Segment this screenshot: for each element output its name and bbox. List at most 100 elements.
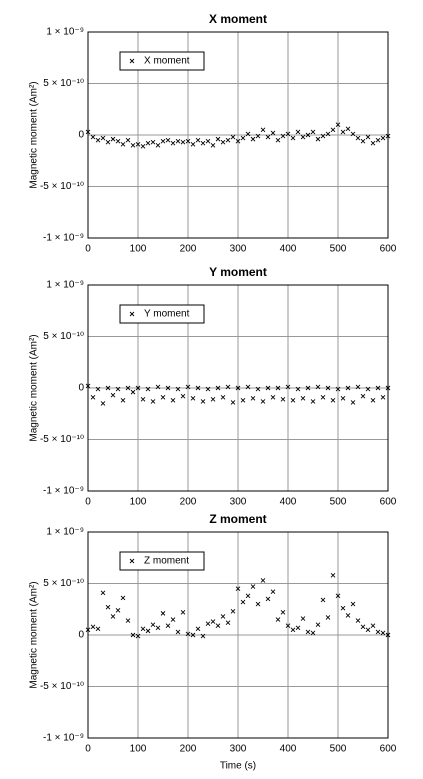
marker-stroke [105,385,111,391]
marker-stroke [340,605,346,611]
data-point [245,593,251,599]
data-point [315,622,321,628]
data-point [245,131,251,137]
data-point [310,129,316,135]
data-point [305,629,311,635]
data-point [280,397,286,402]
data-point [90,394,96,400]
marker-stroke [225,384,231,390]
data-point [120,141,126,147]
data-point [250,136,256,142]
y-tick-label: -1 × 10⁻⁹ [43,233,84,244]
data-point [230,608,236,614]
marker-stroke [240,599,246,605]
marker-stroke [150,622,156,628]
y-tick-label: -1 × 10⁻⁹ [43,486,84,497]
data-point [90,624,96,630]
marker-stroke [95,137,101,143]
marker-stroke [200,633,206,639]
data-point [375,137,381,143]
data-point [85,383,91,389]
marker-stroke [375,629,381,635]
marker-stroke [305,132,311,138]
data-point [125,618,131,623]
data-point [270,589,276,595]
data-point [260,399,266,404]
marker-stroke [315,384,321,390]
marker-stroke [285,384,291,390]
data-point [210,142,216,148]
marker-stroke [175,386,181,392]
data-point [215,385,221,391]
marker-stroke [360,393,366,399]
data-point [195,137,201,143]
marker-stroke [330,127,336,133]
data-point [150,399,156,404]
marker-stroke [360,138,366,144]
marker-stroke [105,139,111,145]
x-tick-label: 200 [180,744,197,755]
x-tick-label: 100 [130,497,147,508]
data-point [290,398,296,403]
data-point [285,384,291,390]
marker-stroke [215,136,221,142]
legend: Z moment [119,551,205,571]
data-point [180,139,186,145]
marker-stroke [260,578,266,583]
marker-stroke [315,622,321,628]
marker-stroke [365,627,371,633]
marker-stroke [120,141,126,147]
marker-stroke [300,616,306,621]
marker-stroke [115,386,121,392]
marker-stroke [220,394,226,400]
data-point [180,610,186,615]
data-point [305,132,311,138]
x-tick-label: 0 [85,744,91,755]
data-point [330,398,336,403]
data-point [155,142,161,148]
marker-stroke [165,137,171,143]
data-point [315,384,321,390]
data-point [380,394,386,400]
legend-box [119,304,205,324]
y-tick-label: 5 × 10⁻¹⁰ [43,78,84,89]
data-point [265,596,271,602]
data-point [255,386,261,392]
data-point [235,138,241,144]
data-point [290,627,296,633]
marker-stroke [120,398,126,403]
marker-stroke [160,394,166,400]
data-point [375,629,381,635]
data-point [190,141,196,147]
x-tick-label: 500 [330,744,347,755]
legend: X moment [119,51,205,71]
marker-stroke [210,619,216,624]
y-tick-label: 5 × 10⁻¹⁰ [43,331,84,342]
data-point [355,618,361,623]
data-point [225,620,231,625]
data-point [200,140,206,146]
data-point [160,138,166,144]
data-point [350,601,356,607]
marker-stroke [325,385,331,391]
data-point [295,625,301,631]
data-point [230,134,236,140]
marker-stroke [175,138,181,144]
marker-stroke [200,399,206,404]
marker-stroke [110,392,116,398]
marker-stroke [255,133,261,139]
marker-stroke [210,397,216,402]
y-tick-label: 1 × 10⁻⁹ [46,27,84,38]
data-point [340,129,346,135]
marker-stroke [100,590,106,596]
data-point [165,385,171,391]
marker-stroke [250,395,256,401]
legend-label: Z moment [144,556,189,567]
marker-stroke [260,127,266,133]
marker-stroke [350,131,356,137]
data-point [155,384,161,390]
marker-stroke [230,134,236,140]
marker-stroke [345,613,351,618]
marker-stroke [85,627,91,633]
subplot: Y moment 0 100 200 300 400 500 600 -1 × 10⁻⁹ -5 ×… [29,265,397,507]
